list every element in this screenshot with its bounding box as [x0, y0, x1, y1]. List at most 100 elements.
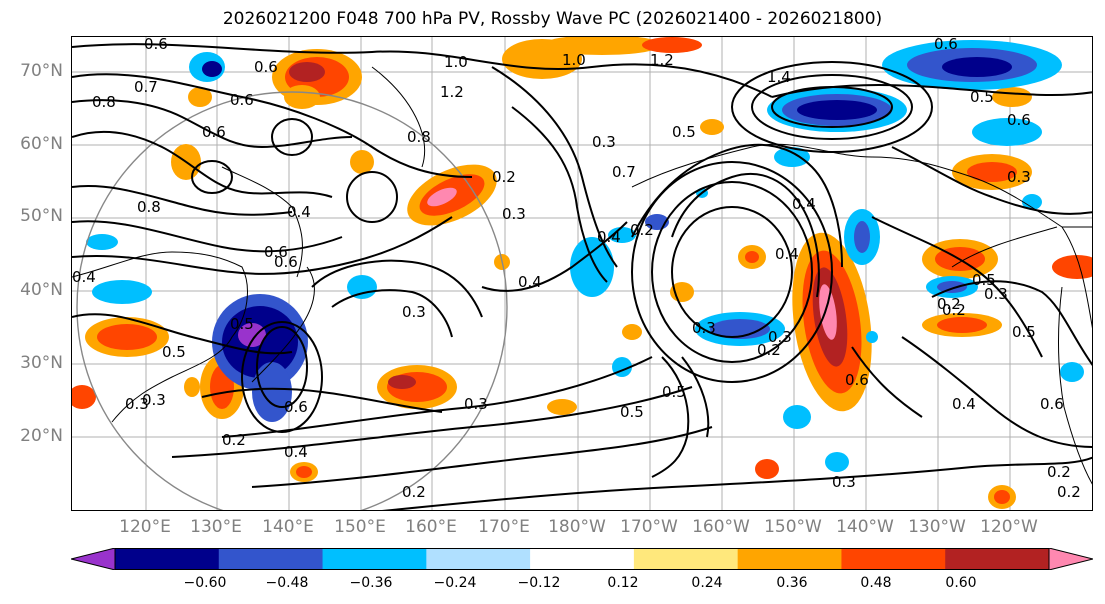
colorbar-extend-max	[1048, 548, 1093, 570]
contour-label: 0.4	[775, 245, 799, 263]
contour-label: 0.5	[972, 271, 996, 289]
colorbar-bin	[945, 548, 1050, 570]
map-canvas: 0.6 0.7 0.8 0.6 1.0 1.0 1.2 1.2 1.4 0.6 …	[72, 37, 1092, 510]
contour-label: 0.6	[284, 398, 308, 416]
colorbar-tick-label: 0.60	[945, 575, 977, 591]
lat-label-20n: 20°N	[20, 426, 63, 446]
contour-label: 0.8	[407, 128, 431, 146]
contour-label: 0.6	[1040, 395, 1064, 413]
colorbar-tick-label: −0.60	[183, 575, 227, 591]
contour-label: 0.3	[125, 395, 149, 413]
contour-label: 0.5	[970, 88, 994, 106]
colorbar-tick-label: 0.24	[691, 575, 723, 591]
contour-label: 0.5	[162, 343, 186, 361]
contour-label: 0.2	[1047, 463, 1071, 481]
lon-label-130w: 130°W	[908, 517, 966, 537]
contour-label: 0.8	[92, 93, 116, 111]
colorbar-bin	[841, 548, 946, 570]
contour-label: 0.3	[142, 391, 166, 409]
contour-label: 0.2	[757, 341, 781, 359]
colorbar-tick-label: −0.24	[433, 575, 477, 591]
lat-label-30n: 30°N	[20, 353, 63, 373]
colorbar-tick-label: −0.36	[349, 575, 393, 591]
lat-label-40n: 40°N	[20, 280, 63, 300]
contour-label: 0.6	[264, 243, 288, 261]
colorbar-bin	[322, 548, 427, 570]
lon-label-160w: 160°W	[692, 517, 750, 537]
contour-label: 1.0	[562, 51, 586, 69]
contour-label: 0.3	[832, 473, 856, 491]
contour-label: 0.6	[230, 91, 254, 109]
lon-label-160e: 160°E	[405, 517, 457, 537]
colorbar-bin	[115, 548, 220, 570]
lat-label-50n: 50°N	[20, 206, 63, 226]
contour-label: 1.2	[650, 51, 674, 69]
contour-label: 0.4	[597, 228, 621, 246]
contour-label: 1.2	[440, 83, 464, 101]
contour-label: 0.3	[592, 133, 616, 151]
colorbar-tick-label: 0.36	[776, 575, 808, 591]
contour-label: 0.5	[230, 315, 254, 333]
lon-label-170e: 170°E	[478, 517, 530, 537]
lon-label-150w: 150°W	[764, 517, 822, 537]
contour-label: 0.2	[1057, 483, 1081, 501]
contour-label: 0.6	[1007, 111, 1031, 129]
contour-label: 0.4	[72, 268, 96, 286]
contour-label: 0.7	[612, 163, 636, 181]
colorbar-tick-label: 0.12	[607, 575, 639, 591]
colorbar	[71, 548, 1093, 570]
contour-label: 1.0	[444, 53, 468, 71]
contour-label: 0.4	[284, 443, 308, 461]
lon-label-120e: 120°E	[119, 517, 171, 537]
contour-label: 0.5	[672, 123, 696, 141]
contour-label: 0.6	[144, 37, 168, 53]
contour-label: 0.2	[630, 221, 654, 239]
reference-circle	[76, 91, 508, 510]
contour-label: 0.8	[137, 198, 161, 216]
contour-label: 0.5	[620, 403, 644, 421]
contour-label: 0.4	[952, 395, 976, 413]
contour-label: 0.6	[845, 371, 869, 389]
contour-label: 0.6	[202, 123, 226, 141]
map-title: 2026021200 F048 700 hPa PV, Rossby Wave …	[222, 9, 883, 29]
contour-label: 0.3	[692, 319, 716, 337]
map-panel: 0.6 0.7 0.8 0.6 1.0 1.0 1.2 1.2 1.4 0.6 …	[71, 36, 1093, 511]
colorbar-tick-label: −0.48	[265, 575, 309, 591]
contour-label: 0.2	[222, 431, 246, 449]
contour-label: 0.2	[942, 301, 966, 319]
contour-label: 0.7	[134, 78, 158, 96]
contour-label: 0.3	[768, 328, 792, 346]
contour-label: 0.4	[792, 195, 816, 213]
contour-label: 0.2	[937, 295, 961, 313]
colorbar-bin	[530, 548, 635, 570]
contour-label: 0.3	[502, 205, 526, 223]
lon-label-130e: 130°E	[190, 517, 242, 537]
contour-label: 0.3	[464, 395, 488, 413]
colorbar-bin	[633, 548, 739, 570]
colorbar-bin	[218, 548, 324, 570]
lon-label-150e: 150°E	[334, 517, 386, 537]
lon-label-180w: 180°W	[548, 517, 606, 537]
contour-label-layer: 0.6 0.7 0.8 0.6 1.0 1.0 1.2 1.2 1.4 0.6 …	[72, 37, 1081, 501]
contour-label: 1.4	[767, 68, 791, 86]
lat-label-70n: 70°N	[20, 61, 63, 81]
contour-label: 0.5	[1012, 323, 1036, 341]
colorbar-bin	[426, 548, 531, 570]
colorbar-outline	[114, 548, 1050, 570]
lon-label-140e: 140°E	[262, 517, 314, 537]
contour-label: 0.5	[662, 383, 686, 401]
contour-label: 0.2	[402, 483, 426, 501]
colorbar-tick-label: 0.48	[860, 575, 892, 591]
lon-label-170w: 170°W	[620, 517, 678, 537]
contour-label: 0.3	[984, 285, 1008, 303]
contour-label: 0.4	[518, 273, 542, 291]
contour-label: 0.6	[934, 37, 958, 53]
lon-label-120w: 120°W	[980, 517, 1038, 537]
contour-label: 0.2	[492, 168, 516, 186]
colorbar-bin	[737, 548, 842, 570]
colorbar-extend-min	[71, 548, 116, 570]
contour-label: 0.6	[254, 58, 278, 76]
lat-label-60n: 60°N	[20, 134, 63, 154]
pv-contours	[72, 43, 1092, 510]
pv-anomaly-fills	[72, 37, 1092, 509]
